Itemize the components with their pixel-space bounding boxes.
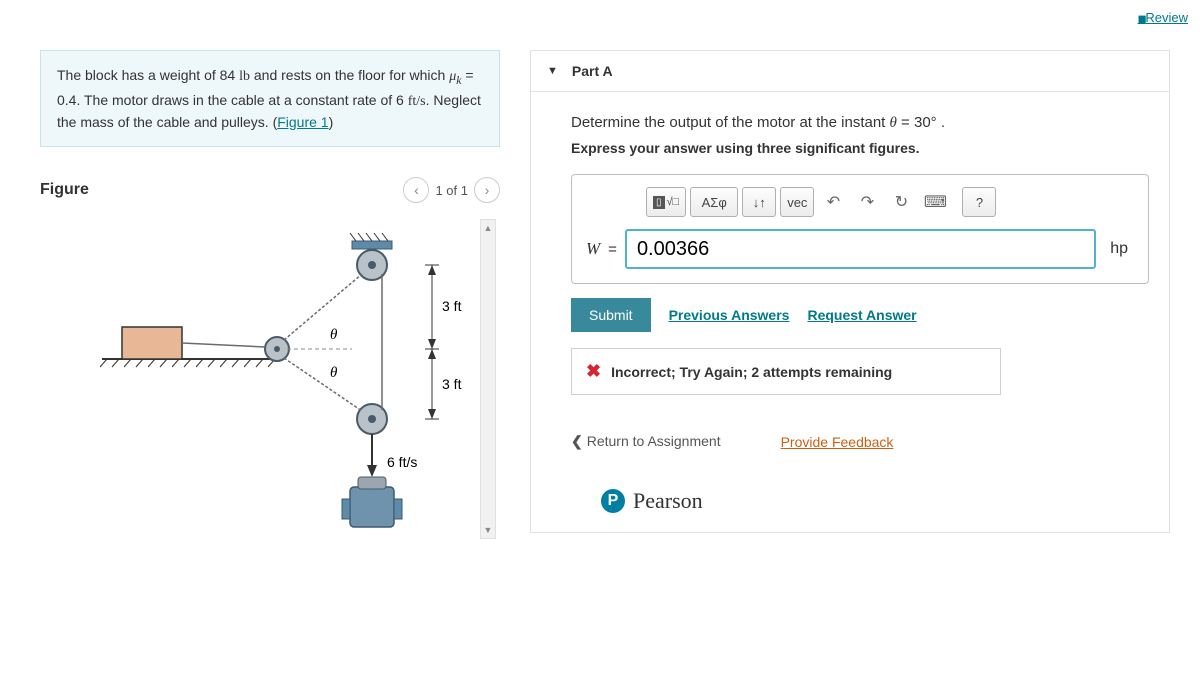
left-column: The block has a weight of 84 lb and rest… [40,50,500,549]
problem-text: ) [329,114,334,130]
figure-svg: θ θ 3 ft 3 ft 6 ft/s [44,219,480,539]
figure-pager: ‹ 1 of 1 › [403,177,500,203]
redo-button[interactable]: ↷ [852,187,882,217]
instruction-val: = 30° [897,114,937,131]
variable-label: W [586,239,600,259]
vec-button[interactable]: vec [780,187,814,217]
collapse-caret-icon: ▼ [547,65,558,77]
return-label: Return to Assignment [587,433,721,449]
previous-answers-link[interactable]: Previous Answers [669,307,790,323]
figure-next-button[interactable]: › [474,177,500,203]
speed-label: 6 ft/s [387,454,417,470]
equals-sign: = [608,241,617,258]
submit-row: Submit Previous Answers Request Answer [571,298,1149,332]
pearson-logo-icon: P [601,489,625,513]
help-button[interactable]: ? [962,187,996,217]
answer-box: ▯√□ ΑΣφ ↓↑ vec ↶ ↷ ↻ ⌨ ? W = hp [571,174,1149,284]
figure-scrollbar[interactable]: ▲ ▼ [480,219,496,539]
dim-bot: 3 ft [442,376,462,392]
theta-label-2: θ [330,365,338,381]
problem-text: and rests on the floor for which [250,67,449,83]
unit-lb: lb [239,69,250,84]
undo-button[interactable]: ↶ [818,187,848,217]
problem-statement: The block has a weight of 84 lb and rest… [40,50,500,147]
incorrect-icon: ✖ [586,361,601,382]
pearson-text: Pearson [633,488,703,514]
instruction-post: . [937,114,945,131]
reset-button[interactable]: ↻ [886,187,916,217]
answer-input-row: W = hp [586,229,1134,269]
main-container: The block has a weight of 84 lb and rest… [0,0,1200,559]
figure-body: θ θ 3 ft 3 ft 6 ft/s [40,209,500,549]
review-link[interactable]: Review [1138,10,1188,25]
request-answer-link[interactable]: Request Answer [807,307,916,323]
figure-header: Figure ‹ 1 of 1 › [40,177,500,203]
part-body: Determine the output of the motor at the… [530,91,1170,533]
figure-link[interactable]: Figure 1 [277,114,328,130]
keyboard-button[interactable]: ⌨ [920,187,950,217]
return-link[interactable]: ❮Return to Assignment [571,433,721,450]
rate-unit: ft/s [408,94,426,109]
problem-text: . The motor draws in the cable at a cons… [76,92,407,108]
scroll-down-button[interactable]: ▼ [481,522,495,538]
right-column: ▼ Part A Determine the output of the mot… [530,50,1190,549]
provide-feedback-link[interactable]: Provide Feedback [781,434,894,450]
bottom-row: ❮Return to Assignment Provide Feedback [571,425,1149,458]
instruction-text: Determine the output of the motor at the… [571,114,890,131]
unit-label: hp [1104,240,1134,258]
part-header[interactable]: ▼ Part A [530,50,1170,91]
dim-top: 3 ft [442,298,462,314]
instruction: Determine the output of the motor at the… [571,114,1149,132]
scroll-up-button[interactable]: ▲ [481,220,495,236]
figure-title: Figure [40,181,89,199]
templates-button[interactable]: ▯√□ [646,187,686,217]
subscript-button[interactable]: ↓↑ [742,187,776,217]
figure-page-label: 1 of 1 [435,183,468,198]
instruction-sigfig: Express your answer using three signific… [571,140,1149,156]
theta-label-1: θ [330,327,338,343]
equation-toolbar: ▯√□ ΑΣφ ↓↑ vec ↶ ↷ ↻ ⌨ ? [586,187,1134,217]
figure-prev-button[interactable]: ‹ [403,177,429,203]
greek-button[interactable]: ΑΣφ [690,187,738,217]
feedback-text: Incorrect; Try Again; 2 attempts remaini… [611,364,892,380]
part-title: Part A [572,63,613,79]
submit-button[interactable]: Submit [571,298,651,332]
chevron-left-icon: ❮ [571,433,583,449]
feedback-box: ✖ Incorrect; Try Again; 2 attempts remai… [571,348,1001,395]
problem-text: The block has a weight of 84 [57,67,239,83]
theta-symbol: θ [890,115,897,131]
pearson-brand: P Pearson [571,488,1149,514]
answer-input[interactable] [625,229,1096,269]
